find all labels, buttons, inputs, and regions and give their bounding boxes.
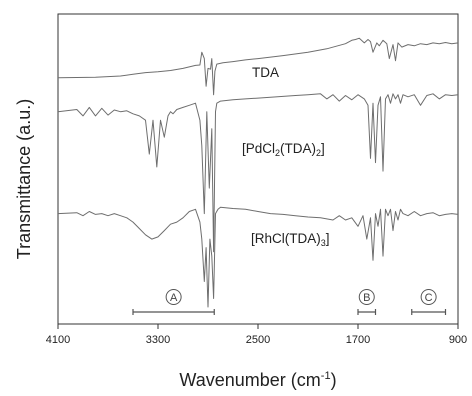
plot-frame <box>57 13 459 325</box>
x-axis-ticks: 4100 3300 2500 1700 900 <box>46 324 467 346</box>
series-line-2 <box>57 93 459 253</box>
x-tick-label: 2500 <box>246 334 270 346</box>
region-marker-b: B <box>357 289 377 315</box>
series-labels: TDA [PdCl2(TDA)2] [RhCl(TDA)3] <box>242 65 330 248</box>
x-tick-label: 3300 <box>146 334 170 346</box>
x-tick-label: 900 <box>449 334 467 346</box>
series-label-3: [RhCl(TDA)3] <box>251 231 330 248</box>
series-label-1: TDA <box>252 65 279 80</box>
x-axis-title: Wavenumber (cm-1) <box>179 370 336 390</box>
x-tick-label: 1700 <box>346 334 370 346</box>
region-markers: A B C <box>132 289 447 315</box>
region-marker-c: C <box>411 289 447 315</box>
region-marker-a: A <box>132 289 215 315</box>
plot-border <box>57 13 459 325</box>
region-letter-b: B <box>363 292 370 304</box>
x-tick-label: 4100 <box>46 334 70 346</box>
series-layer <box>57 37 459 308</box>
series-line-3 <box>57 206 459 308</box>
region-letter-a: A <box>170 292 178 304</box>
y-axis-title: Transmittance (a.u.) <box>14 99 34 259</box>
series-line-1 <box>57 37 459 96</box>
region-letter-c: C <box>425 292 433 304</box>
series-label-2: [PdCl2(TDA)2] <box>242 141 325 158</box>
